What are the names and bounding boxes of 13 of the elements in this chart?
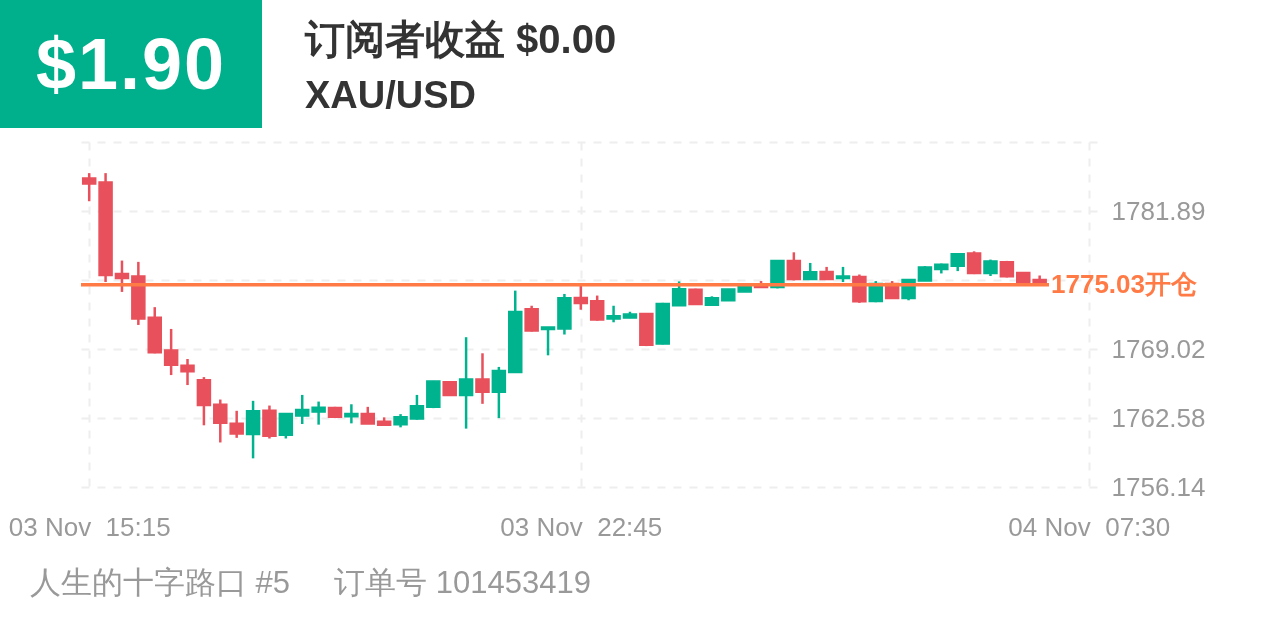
x-tick-label: 03 Nov 22:45 [500,511,663,542]
chart-subtitle: XAU/USD [305,74,477,117]
x-tick-label: 03 Nov 15:15 [8,511,171,542]
x-tick-label: 04 Nov 07:30 [1008,511,1171,542]
chart-title: 订阅者收益 $0.00 [305,16,617,63]
text: 订单号 101453419 [334,565,591,600]
y-tick-label: 1769.02 [1111,333,1206,364]
ref-line-label: 1775.03开仓 [1051,268,1197,299]
y-tick-label: 1781.89 [1111,195,1206,226]
text: $1.90 [0,0,262,128]
text: 人生的十字路口 #5 [30,565,291,600]
y-tick-label: 1762.58 [1111,402,1206,433]
y-tick-label: 1756.14 [1111,471,1206,502]
